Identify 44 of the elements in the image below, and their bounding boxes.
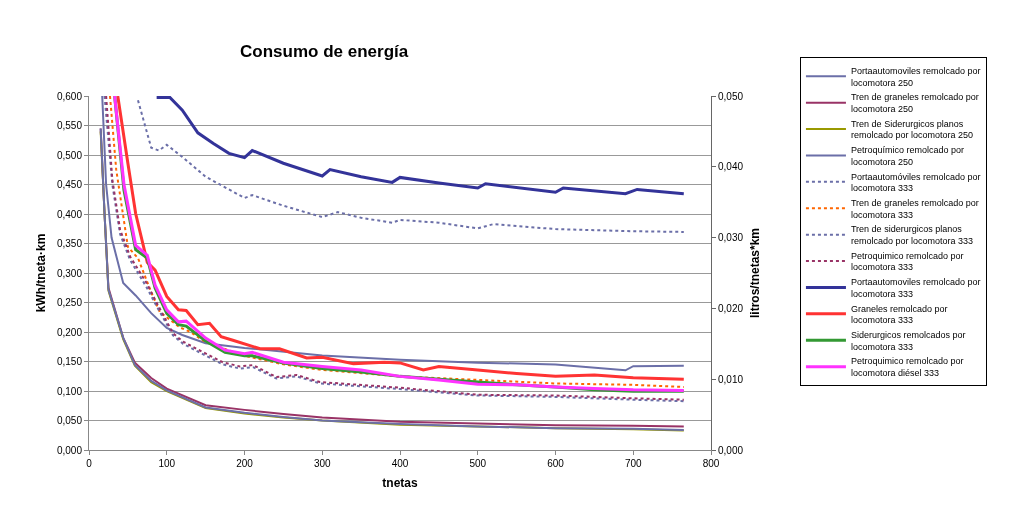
legend-label: Tren de Siderurgicos planos remolcado por locomotora 250 [850,118,974,141]
x-tick-label: 200 [236,458,254,469]
y-tick-label: 0,550 [56,120,83,131]
y-tick-label: 0,400 [56,208,83,220]
y-tick-label: 0,500 [56,149,83,161]
y-tick-label: 0,450 [56,179,83,190]
x-tick-label: 0 [86,458,93,469]
legend-label: Portaautomoviles remolcado por locomotora 250 [850,65,981,88]
x-tick-label: 600 [547,458,565,469]
y-axis-title: kWh/tneta·km [34,233,49,313]
y-tick-label: 0,200 [56,326,83,338]
legend-label: Portaautomoviles remolcado por locomotora 333 [850,277,981,299]
legend-label: Tren de siderurgicos planos remolcado por locomotora 333 [850,224,974,247]
y2-tick-label: 0,040 [718,161,744,173]
x-tick-label: 400 [391,458,409,469]
legend-label: Portaautomóviles remolcado por locomotora 333 [850,171,981,194]
y-tick-label: 0,050 [56,415,83,426]
x-axis-title: tnetas [382,475,418,490]
x-tick-label: 500 [469,458,487,469]
y2-tick-label: 0,010 [718,373,744,385]
legend-label: Tren de graneles remolcado por locomotora 333 [850,197,979,220]
y2-tick-label: 0,020 [718,302,744,314]
y-tick-label: 0,100 [56,385,83,397]
y2-tick-label: 0,050 [718,90,744,102]
legend-label: Petroquímico remolcado por locomotora 250 [850,145,965,167]
y2-tick-label: 0,030 [718,232,744,244]
y-tick-label: 0,600 [56,90,83,102]
y2-axis-title: litros/tnetas*km [748,227,763,319]
y2-tick-label: 0,000 [718,444,744,456]
legend-label: Petroquimico remolcado por locomotora diésel 333 [850,356,964,379]
legend-label: Petroquimico remolcado por locomotora 333 [850,250,964,273]
legend-label: Graneles remolcado por locomotora 333 [850,303,948,326]
y-tick-label: 0,300 [56,267,83,279]
x-tick-label: 100 [158,458,176,469]
x-tick-label: 700 [624,458,643,469]
y-tick-label: 0,350 [56,238,83,249]
chart-title: Consumo de energía [240,42,409,62]
legend-label: Siderurgicos remolcados por locomotora 333 [850,329,966,352]
y-tick-label: 0,150 [56,356,83,367]
x-tick-label: 300 [313,458,332,469]
y-tick-label: 0,250 [56,297,83,308]
legend-label: Tren de graneles remolcado por locomotora 250 [850,92,979,115]
y-tick-label: 0,000 [56,444,83,456]
x-tick-label: 800 [702,458,720,469]
